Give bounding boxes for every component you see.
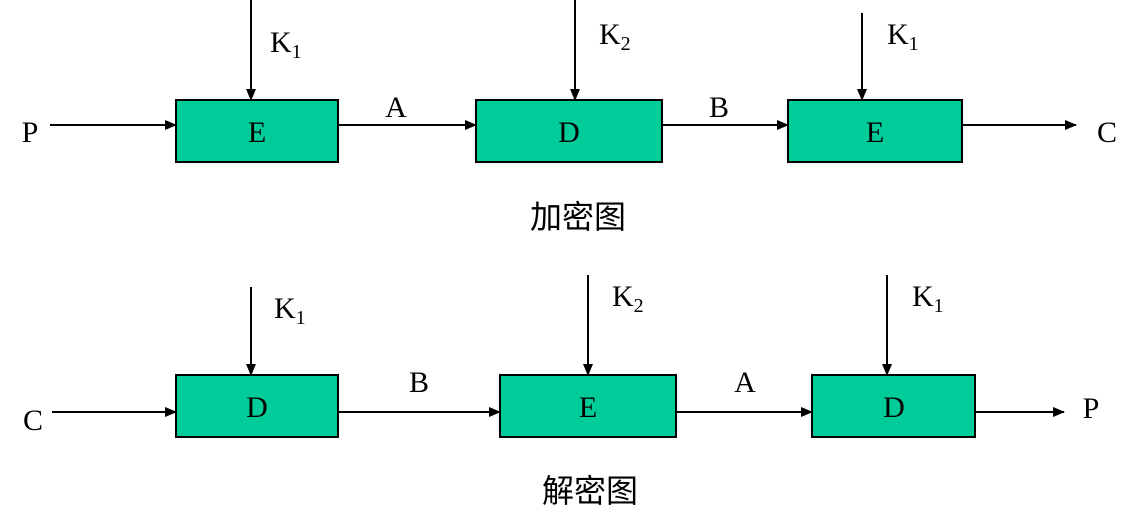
encrypt-box-3-label: E: [866, 116, 884, 149]
encrypt-key-3-label: K1: [887, 18, 919, 55]
decrypt-box-1: [175, 374, 339, 438]
decrypt-link-2-label: A: [734, 366, 756, 399]
decrypt-box-2-label: E: [579, 391, 597, 424]
decrypt-output-label: P: [1083, 392, 1100, 425]
encrypt-box-2-label: D: [558, 116, 580, 149]
decrypt-input-label: C: [23, 404, 43, 437]
decrypt-box-3: [811, 374, 976, 438]
encrypt-caption: 加密图: [530, 199, 626, 235]
decrypt-key-3-label: K1: [912, 280, 944, 317]
decrypt-diagram: C D K1 B E K2 A D K1 P 解密图: [23, 275, 1099, 509]
decrypt-box-1-label: D: [246, 391, 268, 424]
encrypt-key-2-label: K2: [599, 18, 631, 55]
decrypt-box-3-label: D: [883, 391, 905, 424]
encrypt-key-1-label: K1: [270, 26, 302, 63]
encrypt-diagram: P E K1 A D K2 B E K1 C 加密图: [22, 0, 1117, 235]
decrypt-key-2-label: K2: [612, 280, 644, 317]
encrypt-link-2-label: B: [709, 91, 729, 124]
decrypt-box-2: [499, 374, 677, 438]
encrypt-output-label: C: [1097, 116, 1117, 149]
encrypt-box-3: [787, 99, 963, 163]
encrypt-box-1: [175, 99, 339, 163]
encrypt-box-1-label: E: [248, 116, 266, 149]
encrypt-box-2: [475, 99, 663, 163]
decrypt-link-1-label: B: [409, 366, 429, 399]
encrypt-link-1-label: A: [385, 91, 407, 124]
decrypt-key-1-label: K1: [274, 292, 306, 329]
encrypt-input-label: P: [22, 116, 39, 149]
decrypt-caption: 解密图: [542, 473, 638, 509]
